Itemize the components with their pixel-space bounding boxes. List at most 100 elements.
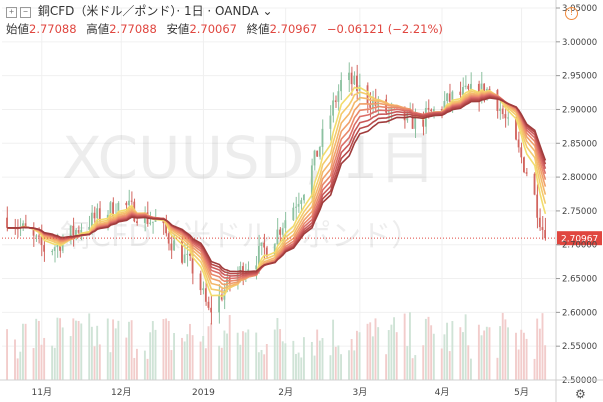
volume-bar <box>114 328 117 380</box>
volume-bar <box>228 314 231 380</box>
volume-bar <box>350 339 353 380</box>
candle-body <box>189 253 191 256</box>
candle-body <box>59 242 61 251</box>
volume-bar <box>533 358 536 380</box>
volume-bar <box>128 321 130 380</box>
candle-body <box>448 93 451 102</box>
volume-bar <box>480 335 483 380</box>
volume-bar <box>181 337 183 380</box>
volume-bar <box>469 358 472 380</box>
candle-body <box>451 91 454 102</box>
alert-icon[interactable]: ! <box>565 7 578 20</box>
volume-bar <box>210 322 213 380</box>
volume-bar <box>189 323 191 380</box>
settings-icon[interactable]: ⚙ <box>575 387 586 401</box>
last-price-badge <box>557 231 602 246</box>
volume-bar <box>263 354 266 380</box>
candle-body <box>273 243 276 257</box>
candle-body <box>170 243 173 251</box>
candle-body <box>128 200 130 206</box>
candle-body <box>515 117 517 140</box>
volume-bar <box>191 335 194 380</box>
volume-bar <box>427 316 430 380</box>
volume-bar <box>35 318 38 380</box>
volume-bar <box>90 326 93 380</box>
volume-bar <box>371 336 374 380</box>
candle-body <box>239 266 242 274</box>
candle-body <box>446 93 448 102</box>
volume-bar <box>337 345 340 380</box>
candle-body <box>430 109 433 112</box>
volume-bar <box>37 320 40 380</box>
candle-body <box>151 221 154 223</box>
candle-body <box>149 222 152 224</box>
volume-bar <box>430 325 433 380</box>
open-value: 2.77088 <box>29 22 77 36</box>
volume-bar <box>133 357 136 380</box>
volume-bar <box>358 332 361 380</box>
volume-bar <box>93 346 96 380</box>
volume-bar <box>117 320 120 380</box>
expand-button[interactable]: + <box>6 7 17 18</box>
candle-body <box>24 223 27 228</box>
watermark-symbol: XCUUSD, 1日 <box>62 124 436 192</box>
volume-bar <box>165 318 168 380</box>
candle-body <box>350 72 353 85</box>
price-tick-label: 3.05000 <box>562 4 597 14</box>
symbol-title[interactable]: 銅CFD（米ドル／ポンド）· 1日 · OANDA <box>37 4 259 18</box>
time-tick-label: 4月 <box>435 387 450 398</box>
candle-body <box>538 217 541 228</box>
candle-body <box>72 225 75 236</box>
candle-body <box>202 288 205 291</box>
volume-bar <box>424 318 427 380</box>
volume-bar <box>80 323 83 380</box>
moving-average-line <box>7 91 547 290</box>
volume-bar <box>106 318 109 380</box>
candle-body <box>109 202 112 215</box>
candle-body <box>313 150 316 166</box>
volume-bar <box>348 350 350 380</box>
candle-body <box>353 75 356 85</box>
volume-bar <box>98 344 101 380</box>
candle-body <box>284 220 287 229</box>
volume-bar <box>265 343 268 380</box>
candle-body <box>387 110 390 113</box>
volume-bar <box>462 332 464 380</box>
candle-body <box>90 212 93 227</box>
price-tick-label: 2.75000 <box>562 207 597 217</box>
collapse-button[interactable]: − <box>20 7 31 18</box>
candle-body <box>329 115 332 129</box>
volume-bar <box>406 346 409 380</box>
price-tick-label: 2.85000 <box>562 139 597 149</box>
volume-bar <box>173 333 175 380</box>
volume-bar <box>366 323 369 380</box>
candle-body <box>318 146 321 157</box>
candle-body <box>440 109 443 111</box>
volume-bar <box>422 345 425 380</box>
volume-bar <box>374 318 377 380</box>
candle-body <box>167 233 170 244</box>
candle-body <box>432 109 435 112</box>
volume-bar <box>483 330 486 380</box>
interval-dropdown-icon[interactable]: ⌄ <box>262 4 273 18</box>
time-tick-label: 3月 <box>352 387 367 398</box>
volume-bar <box>61 327 64 380</box>
volume-bar <box>32 348 35 380</box>
candle-body <box>499 108 501 111</box>
candle-body <box>265 247 268 257</box>
volume-bar <box>300 357 303 380</box>
volume-bar <box>130 320 133 380</box>
candle-body <box>496 90 499 111</box>
candle-body <box>276 229 279 244</box>
volume-bar <box>170 350 173 380</box>
candle-body <box>544 229 546 239</box>
candle-body <box>374 99 377 106</box>
candle-body <box>406 111 409 121</box>
price-tick-label: 2.65000 <box>562 275 597 285</box>
volume-bar <box>284 343 287 380</box>
candle-body <box>154 220 157 222</box>
volume-bar <box>353 350 356 380</box>
